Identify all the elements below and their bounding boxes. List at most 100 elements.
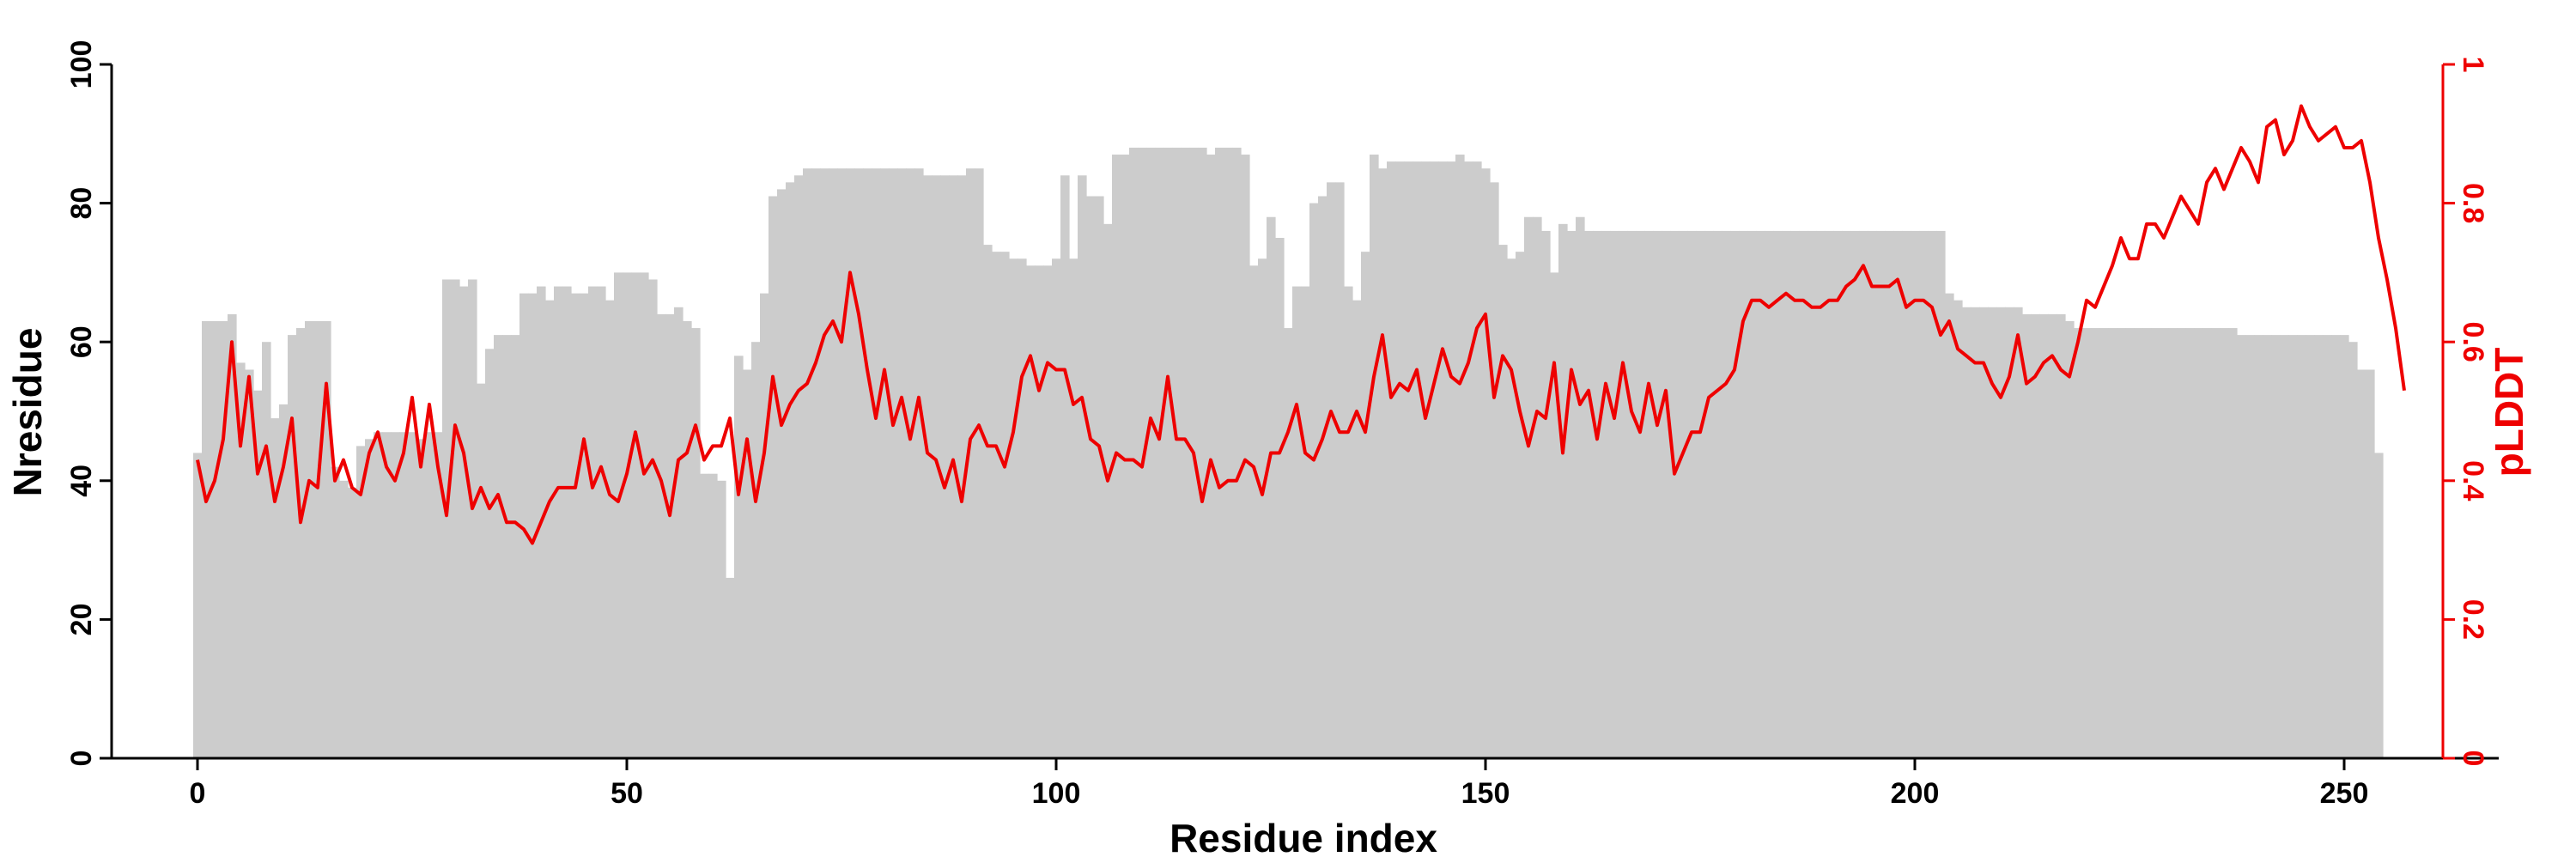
bar — [2202, 328, 2212, 758]
bar — [2374, 453, 2384, 758]
bar — [2108, 328, 2117, 758]
bar — [1971, 307, 1980, 758]
bar — [2314, 335, 2324, 758]
bar — [511, 335, 520, 758]
bar — [889, 168, 898, 758]
bar — [880, 168, 890, 758]
bar — [2220, 328, 2229, 758]
bar — [2005, 307, 2014, 758]
bar — [2211, 328, 2221, 758]
bar — [1455, 155, 1465, 759]
x-axis-title: Residue index — [1170, 816, 1437, 859]
bar — [1747, 230, 1757, 758]
bar — [2014, 307, 2023, 758]
bar — [1567, 230, 1577, 758]
bar — [399, 432, 409, 758]
bar — [872, 168, 881, 758]
plddt-line-series — [196, 104, 2406, 545]
bar — [1936, 230, 1946, 758]
bar — [2271, 335, 2281, 758]
bar — [1996, 307, 2006, 758]
left-y-tick-label: 0 — [65, 751, 98, 767]
bar — [1507, 258, 1516, 758]
bar — [365, 439, 374, 758]
bar — [2168, 328, 2178, 758]
bar — [1524, 216, 1534, 758]
bar — [2057, 313, 2066, 758]
bar — [313, 320, 323, 758]
bar — [700, 473, 709, 758]
bar — [279, 404, 289, 758]
bar — [1481, 168, 1491, 758]
bar — [992, 252, 1001, 758]
bar — [2228, 328, 2238, 758]
bar — [1361, 252, 1370, 758]
bar — [1773, 230, 1783, 758]
bar — [648, 279, 658, 759]
bar — [957, 175, 967, 758]
bar — [1121, 155, 1130, 759]
bar — [374, 432, 383, 758]
bar — [605, 300, 615, 759]
bar — [1284, 328, 1293, 758]
bar — [296, 328, 306, 758]
bar — [726, 577, 735, 758]
left-y-tick-label: 80 — [65, 187, 98, 220]
bar — [1670, 230, 1680, 758]
bar — [1198, 147, 1207, 758]
bar — [1086, 196, 1096, 758]
bar — [562, 286, 572, 758]
bar — [425, 432, 434, 758]
bar — [1868, 230, 1877, 758]
bar — [811, 168, 821, 758]
bar — [2125, 328, 2135, 758]
right-y-tick-label: 0.8 — [2457, 183, 2489, 223]
bar — [1679, 230, 1688, 758]
bar — [1155, 147, 1164, 758]
bar — [665, 313, 675, 758]
bar — [1275, 238, 1285, 758]
bar — [2022, 313, 2032, 758]
bar — [1069, 258, 1078, 758]
bar — [1988, 307, 1997, 758]
bar — [1739, 230, 1748, 758]
bar — [571, 293, 580, 758]
bar — [391, 432, 400, 758]
bar — [1000, 252, 1010, 758]
bar — [1249, 265, 1259, 758]
bar — [1344, 286, 1353, 758]
bar — [1352, 300, 1362, 759]
bar — [1026, 265, 1036, 758]
bar — [631, 272, 641, 758]
bar — [322, 320, 331, 758]
bar — [1309, 203, 1319, 759]
bar — [597, 286, 606, 758]
bar — [975, 168, 984, 758]
right-y-tick-label: 0 — [2457, 751, 2489, 767]
axis-titles: Residue index Nresidue pLDDT — [5, 328, 2531, 860]
bar — [2142, 328, 2152, 758]
bar — [528, 293, 538, 758]
bar — [442, 279, 452, 759]
bar — [2031, 313, 2040, 758]
bar — [1842, 230, 1851, 758]
bar — [743, 369, 752, 758]
bar — [1627, 230, 1637, 758]
bar-series — [193, 147, 2384, 759]
bar — [2134, 328, 2143, 758]
bar — [1043, 265, 1053, 758]
bar — [966, 168, 975, 758]
bar — [2254, 335, 2263, 758]
bar — [331, 466, 340, 758]
bar — [1687, 230, 1697, 758]
bar — [1447, 161, 1456, 758]
bar — [2160, 328, 2169, 758]
bar — [1601, 230, 1611, 758]
bar — [1395, 161, 1405, 758]
bar — [236, 362, 246, 758]
bar — [2082, 328, 2092, 758]
bar — [1662, 230, 1671, 758]
bar — [940, 175, 950, 758]
bar — [923, 175, 933, 758]
